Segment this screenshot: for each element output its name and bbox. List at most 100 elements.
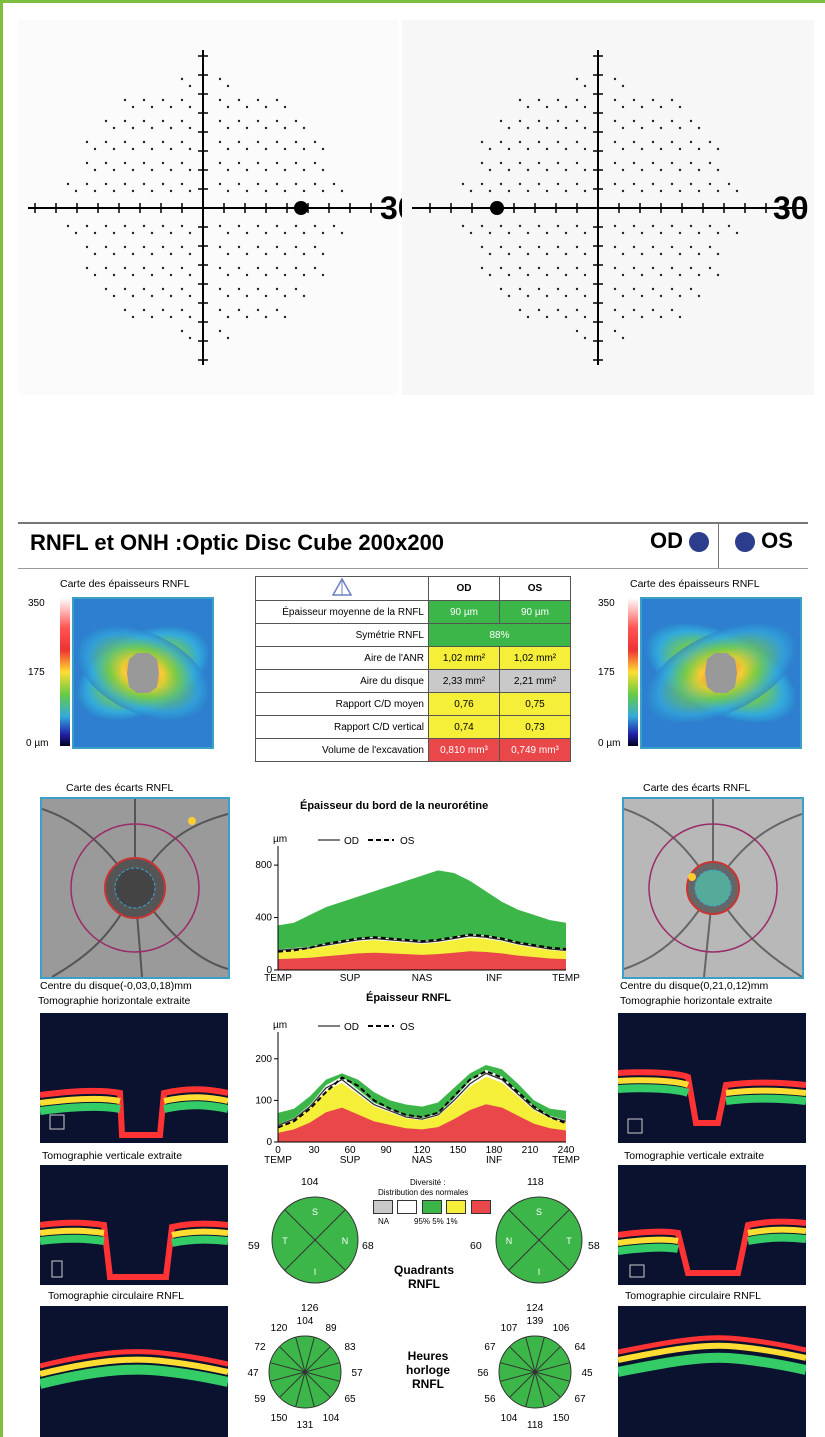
x-tick-label-secondary: SUP (340, 1155, 361, 1166)
vf-point (93, 189, 97, 193)
row-value-od: 0,74 (428, 715, 500, 739)
vf-point (66, 182, 70, 186)
vf-point (545, 168, 549, 172)
top-border (0, 0, 825, 3)
clock-hour-value: 104 (297, 1316, 314, 1327)
vf-point (575, 308, 579, 312)
report-title: RNFL et ONH :Optic Disc Cube 200x200 (30, 530, 445, 555)
vf-point (188, 147, 192, 151)
vf-point (659, 294, 663, 298)
y-tick-label: 200 (255, 1054, 272, 1065)
vf-point (575, 287, 579, 291)
rnfl-chart-title: Épaisseur RNFL (366, 992, 451, 1004)
vf-point (526, 126, 530, 130)
tomo-circular-title-os: Tomographie circulaire RNFL (625, 1290, 761, 1302)
vf-point (142, 119, 146, 123)
vf-point (564, 105, 568, 109)
vf-point (283, 126, 287, 130)
vf-point (716, 252, 720, 256)
row-value-od: 1,02 mm² (428, 646, 500, 670)
y-tick-label: 800 (255, 860, 272, 871)
vf-point (659, 147, 663, 151)
clock-sector-line (279, 1371, 306, 1398)
vf-point (226, 189, 230, 193)
vf-point (142, 182, 146, 186)
vf-point (188, 231, 192, 235)
vf-point (488, 252, 492, 256)
vf-point (142, 308, 146, 312)
visual-field-left (18, 20, 398, 395)
triangle-icon (331, 577, 353, 596)
vf-point (575, 245, 579, 249)
vf-point (123, 119, 127, 123)
tomo-vertical-os (618, 1165, 806, 1285)
vf-point (575, 119, 579, 123)
tomo-circular-title-od: Tomographie circulaire RNFL (48, 1290, 184, 1302)
vf-point (545, 126, 549, 130)
legend-os-label: OS (400, 1022, 415, 1033)
row-label: Épaisseur moyenne de la RNFL (255, 600, 429, 624)
vf-point (488, 147, 492, 151)
vf-point (499, 287, 503, 291)
vf-point (321, 147, 325, 151)
vf-point (169, 126, 173, 130)
row-label: Aire du disque (255, 669, 429, 693)
clock-sector-line (270, 1371, 306, 1382)
clock-hour-value: 83 (344, 1342, 356, 1353)
left-border (0, 0, 3, 1437)
vf-point (564, 273, 568, 277)
vf-point (245, 315, 249, 319)
vf-point (226, 315, 230, 319)
quadrant-chart-os: S N T I (495, 1196, 583, 1284)
vf-point (104, 119, 108, 123)
row-value-os: 0,75 (499, 692, 571, 716)
vf-point (169, 294, 173, 298)
vf-point (678, 231, 682, 235)
vf-point (488, 273, 492, 277)
vf-point (659, 273, 663, 277)
vf-point (632, 287, 636, 291)
legend-od-label: OD (344, 1022, 359, 1033)
vf-point (188, 84, 192, 88)
row-value-od: 2,33 mm² (428, 669, 500, 693)
vf-point (564, 294, 568, 298)
thickness-map-os (640, 597, 802, 749)
vf-point (526, 147, 530, 151)
vf-point (283, 273, 287, 277)
row-value-os: 1,02 mm² (499, 646, 571, 670)
vf-point (575, 140, 579, 144)
vf-point (112, 168, 116, 172)
clock-hour-value: 47 (247, 1368, 259, 1379)
quad-os-top: 118 (527, 1176, 544, 1188)
x-tick-label: 240 (558, 1145, 575, 1156)
vf-point (188, 273, 192, 277)
vf-point (226, 168, 230, 172)
vf-point (142, 161, 146, 165)
vf-point (142, 224, 146, 228)
vf-point (526, 231, 530, 235)
vf-point (104, 266, 108, 270)
y-axis-label: µm (273, 1020, 287, 1031)
clock-hour-value: 45 (581, 1368, 593, 1379)
vf-point (670, 119, 674, 123)
vf-point (621, 168, 625, 172)
vf-point (226, 147, 230, 151)
vf-point (651, 161, 655, 165)
vf-point (716, 147, 720, 151)
scale-max-od: 350 (28, 598, 45, 609)
clock-hours-od: 120 104 89 83 57 65 104 131 150 59 47 72 (247, 1316, 363, 1431)
x-tick-label-secondary: INF (486, 1155, 502, 1166)
vf-point (545, 315, 549, 319)
vf-point (564, 231, 568, 235)
table-row: Symétrie RNFL 88% (255, 623, 571, 647)
vf-point (218, 140, 222, 144)
report-header-rule (18, 568, 808, 569)
vf-point (131, 252, 135, 256)
vf-point (640, 231, 644, 235)
vf-point (226, 294, 230, 298)
vf-point (180, 266, 184, 270)
vf-point (85, 182, 89, 186)
vf-point (275, 119, 279, 123)
vf-point (659, 189, 663, 193)
vf-point (518, 182, 522, 186)
